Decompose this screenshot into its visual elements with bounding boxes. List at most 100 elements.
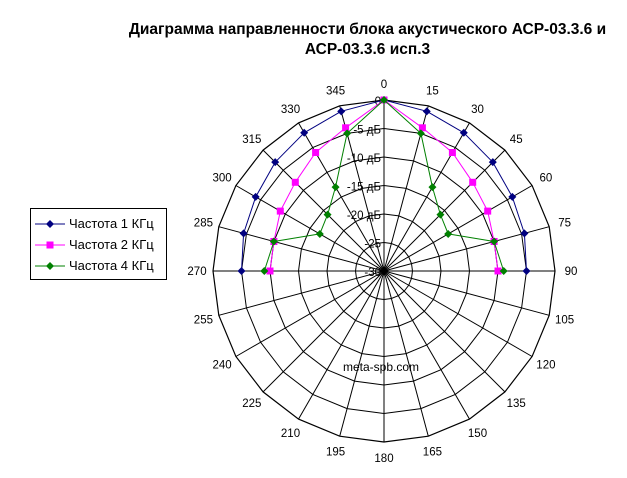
- grid-spoke: [298, 122, 385, 272]
- series-line-segment: [523, 233, 527, 272]
- angle-tick-label: 0: [381, 79, 387, 91]
- series-line-segment: [383, 99, 427, 112]
- data-point: [291, 178, 299, 186]
- data-point: [331, 183, 340, 192]
- data-point: [269, 237, 278, 246]
- series-line-segment: [463, 132, 494, 163]
- angle-tick-label: 240: [213, 360, 232, 372]
- angle-tick-label: 180: [374, 453, 393, 465]
- angle-tick-label: 15: [426, 85, 439, 97]
- data-point: [418, 124, 426, 132]
- series-line-segment: [493, 241, 505, 272]
- series-line-segment: [487, 210, 495, 242]
- angle-tick-label: 300: [213, 173, 232, 185]
- grid-spoke: [383, 270, 550, 316]
- chart-title: Диаграмма направленности блока акустичес…: [128, 21, 607, 58]
- data-point: [428, 183, 437, 192]
- data-point: [315, 229, 324, 238]
- angle-tick-label: 105: [555, 314, 574, 326]
- legend-item-2khz: Частота 2 КГц: [31, 234, 166, 255]
- grid-spoke: [383, 149, 506, 272]
- data-point: [494, 267, 502, 275]
- data-point: [276, 207, 284, 215]
- series-line-segment: [426, 110, 465, 134]
- data-point: [343, 129, 352, 138]
- series-line-segment: [241, 233, 245, 272]
- series-line-segment: [303, 110, 342, 134]
- series-line-segment: [439, 214, 449, 235]
- data-point: [436, 210, 445, 219]
- angle-tick-label: 330: [281, 104, 300, 116]
- series-line-segment: [327, 186, 336, 215]
- data-point: [520, 229, 529, 238]
- grid-spoke: [298, 270, 385, 420]
- series-line-segment: [511, 196, 525, 234]
- data-point: [380, 96, 388, 104]
- data-point: [323, 210, 332, 219]
- radial-tick-label: -10 дБ: [347, 153, 381, 165]
- series-line-segment: [493, 241, 499, 272]
- series-line-segment: [273, 210, 281, 242]
- data-point: [422, 107, 431, 116]
- angle-tick-label: 90: [565, 266, 578, 278]
- angle-tick-label: 120: [536, 360, 555, 372]
- series-line-segment: [383, 99, 423, 129]
- data-point: [342, 124, 350, 132]
- angle-tick-label: 165: [423, 447, 442, 459]
- data-point: [469, 178, 477, 186]
- legend-marker-diamond-icon: [35, 219, 65, 228]
- angle-tick-label: 45: [510, 134, 523, 146]
- radial-tick-label: -5 дБ: [353, 125, 381, 137]
- series-line-segment: [274, 132, 305, 163]
- series-line-segment: [269, 241, 275, 272]
- grid-spoke: [218, 270, 385, 316]
- data-point: [444, 229, 453, 238]
- radial-tick-label: -25: [364, 239, 381, 251]
- grid-spoke: [262, 149, 385, 272]
- grid-spoke: [383, 185, 533, 272]
- series-line-segment: [319, 214, 329, 235]
- grid-spoke: [383, 122, 470, 272]
- radial-tick-label: -20 дБ: [347, 210, 381, 222]
- angle-tick-label: 75: [558, 218, 571, 230]
- series-line-segment: [448, 233, 495, 242]
- data-point: [448, 149, 456, 156]
- series-line-segment: [420, 133, 433, 188]
- data-point: [499, 267, 508, 275]
- angle-tick-label: 195: [326, 447, 345, 459]
- series-line-segment: [492, 161, 513, 198]
- data-point: [271, 158, 280, 167]
- data-point: [490, 237, 499, 246]
- series-line-segment: [335, 133, 348, 188]
- angle-tick-label: 210: [281, 428, 300, 440]
- data-point: [266, 267, 274, 275]
- series-line-segment: [279, 182, 296, 212]
- angle-tick-label: 135: [507, 398, 526, 410]
- grid-spoke: [235, 185, 385, 272]
- series-line-segment: [315, 127, 346, 153]
- series-line-segment: [263, 241, 275, 272]
- data-point: [337, 107, 346, 116]
- angle-labels: 0 15 30 45 60 75 90 105 120 135 150 165 180 195 210 225…: [187, 79, 577, 465]
- series-line-segment: [345, 99, 385, 129]
- series-line-segment: [243, 196, 257, 234]
- data-point: [260, 267, 269, 275]
- data-point: [488, 158, 497, 167]
- angle-tick-label: 30: [471, 104, 484, 116]
- grid-spoke: [339, 270, 385, 437]
- angle-tick-label: 345: [326, 85, 345, 97]
- series-line-segment: [451, 152, 474, 183]
- data-point: [251, 192, 260, 201]
- radial-tick-label: -15 дБ: [347, 182, 381, 194]
- grid-spoke: [235, 270, 385, 357]
- series-line-segment: [294, 152, 317, 183]
- watermark-text: meta-spb.com: [343, 360, 420, 374]
- series-line-segment: [273, 233, 320, 242]
- grid-spoke: [383, 270, 470, 420]
- data-point: [484, 207, 492, 215]
- grid-spoke: [383, 270, 533, 357]
- angle-tick-label: 315: [242, 134, 261, 146]
- series-line-segment: [383, 99, 422, 134]
- legend-label: Частота 4 КГц: [69, 258, 154, 273]
